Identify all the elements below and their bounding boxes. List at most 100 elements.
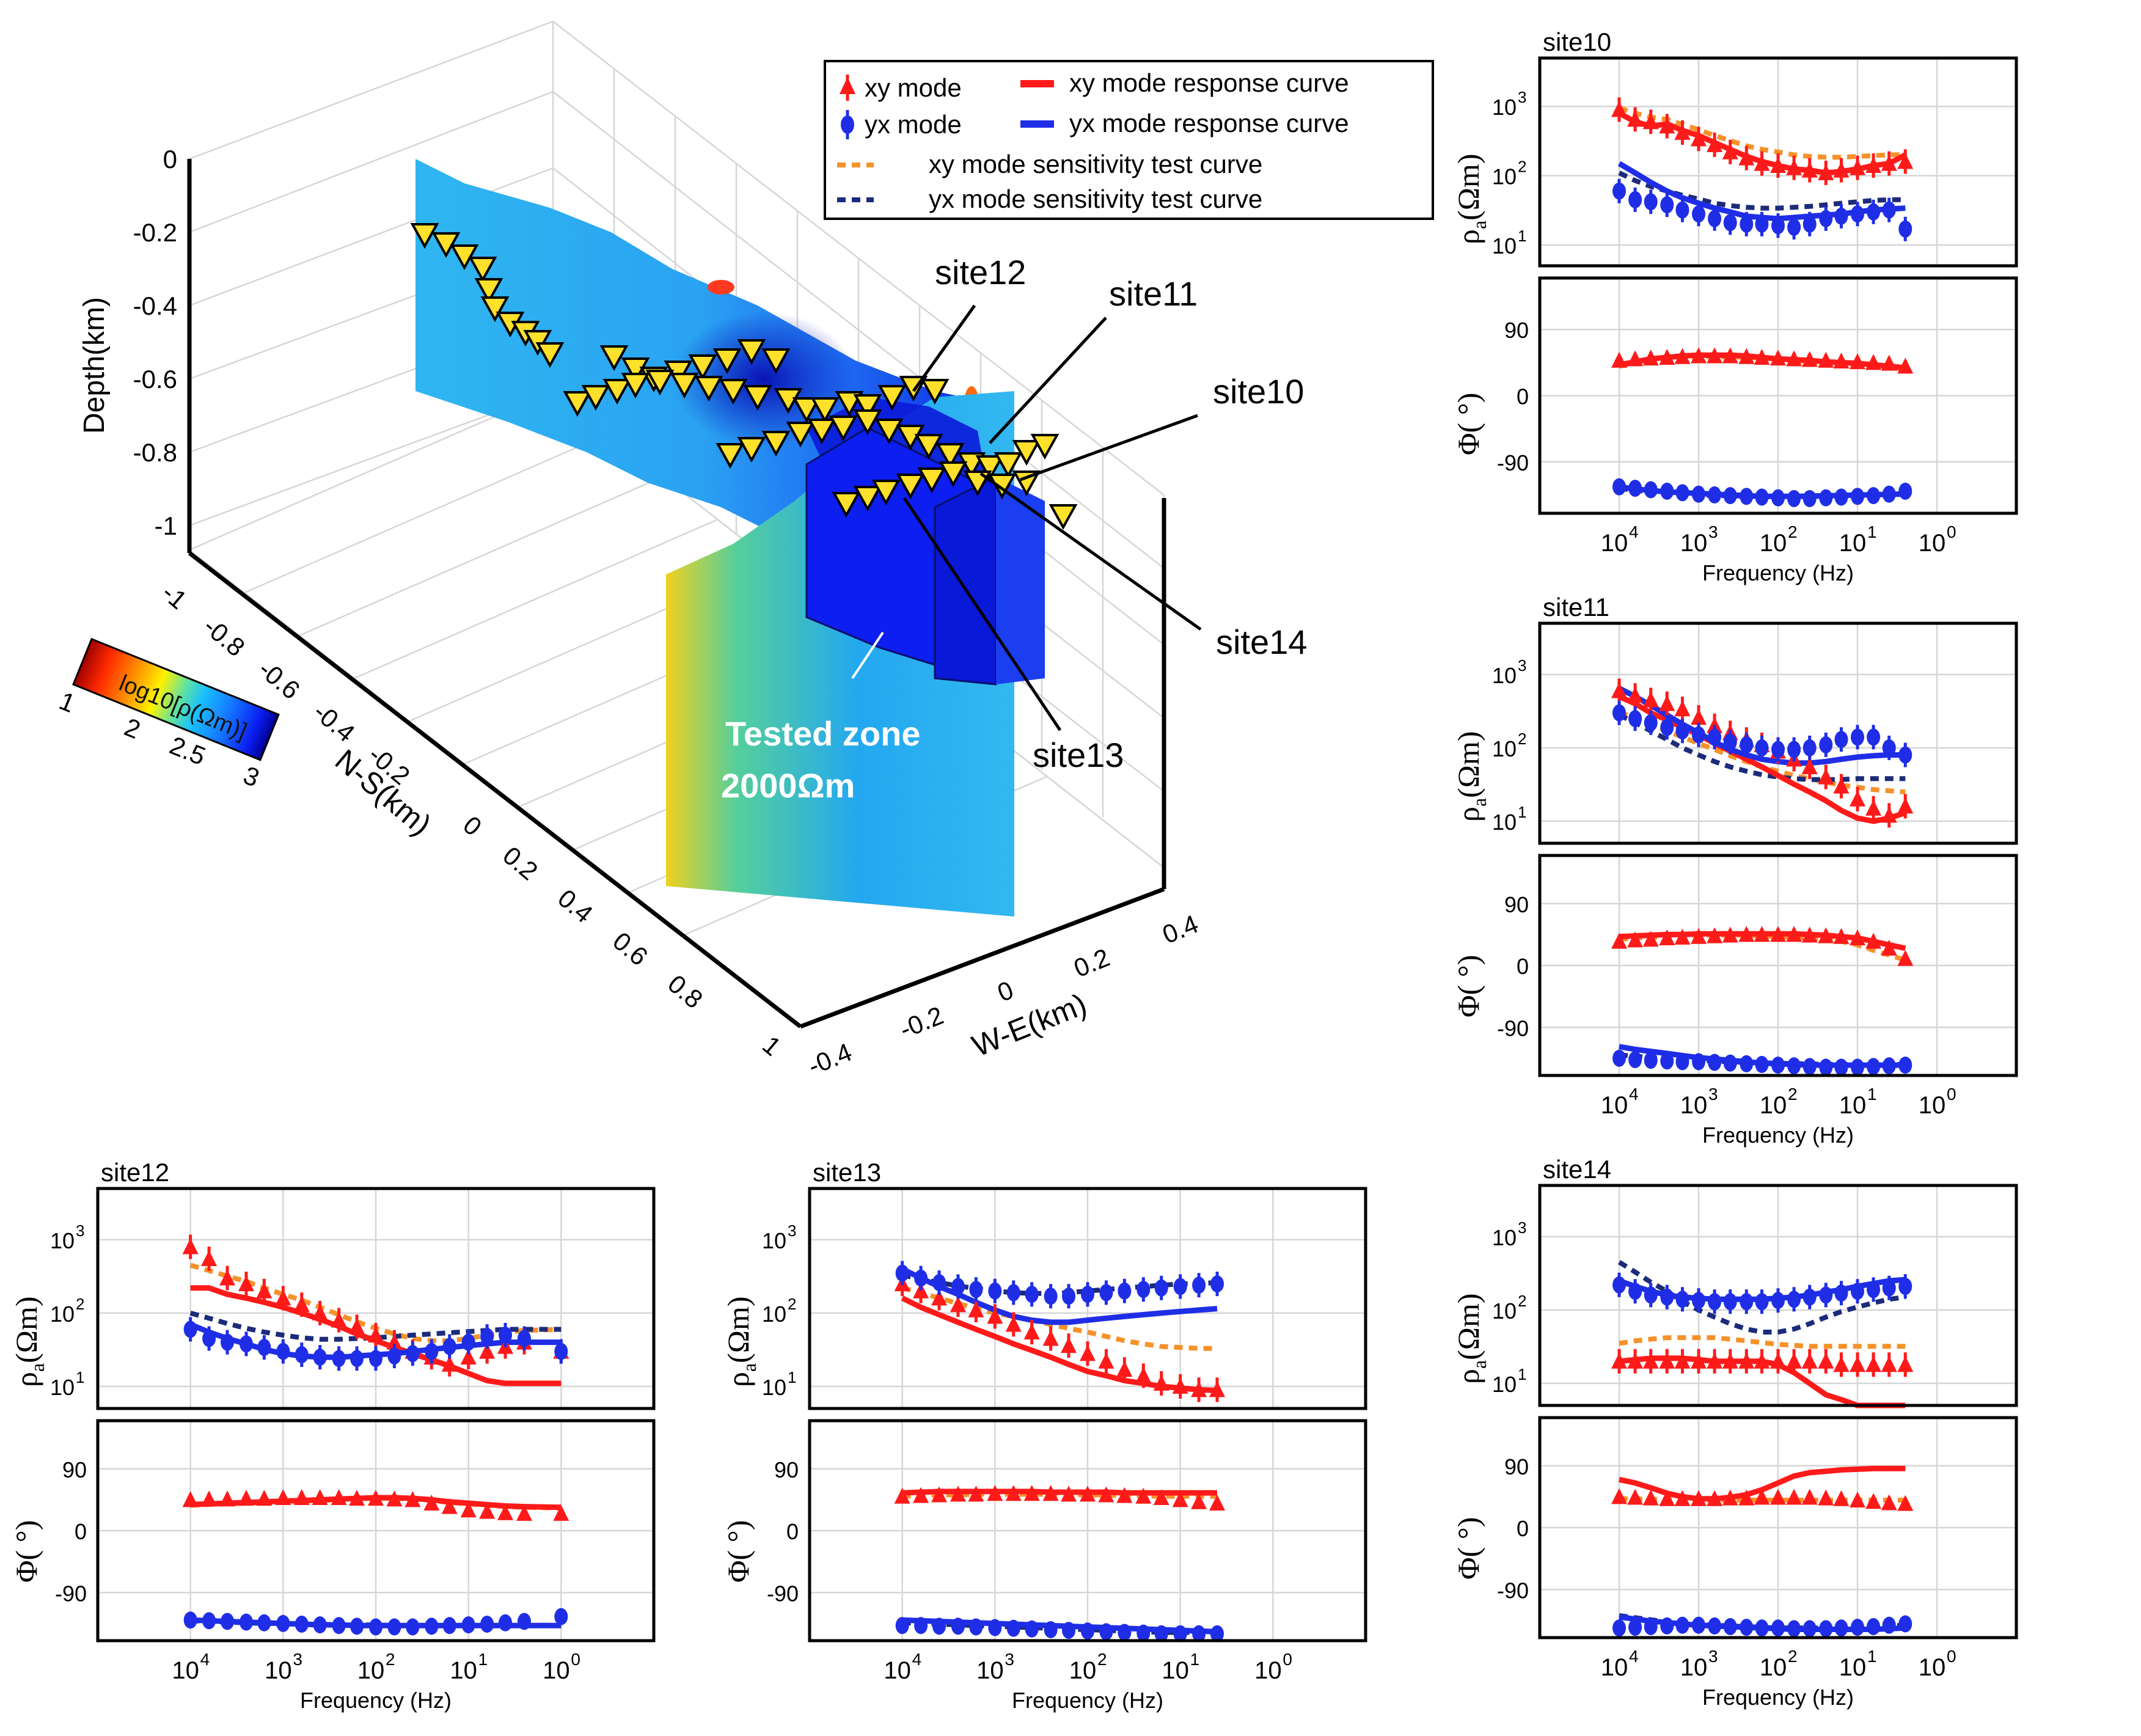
xy-point [987, 1308, 1003, 1324]
yx-point [1628, 1051, 1642, 1069]
yx-point [517, 1330, 531, 1347]
xy-point [1722, 1489, 1738, 1506]
yx-point [1802, 1058, 1817, 1075]
xy-point [1786, 350, 1802, 367]
rho-tick-exponent: 1 [76, 1368, 84, 1386]
rho-tick-label: 10 [1492, 1372, 1517, 1397]
yx-point [1660, 196, 1674, 214]
yx-point [988, 1619, 1002, 1636]
yx-point [1136, 1281, 1151, 1298]
xy-point [1135, 1487, 1152, 1504]
yx-point [276, 1342, 290, 1360]
site-label-site14: site14 [1216, 623, 1307, 661]
xy-point [1897, 1356, 1914, 1372]
yx-point [1834, 1284, 1848, 1302]
yx-point [1675, 1291, 1689, 1308]
rho-subscript: a [738, 1363, 760, 1372]
yx-point [1660, 1288, 1674, 1306]
site-label-site11: site11 [1109, 274, 1198, 313]
depth-tick: 0 [163, 145, 177, 174]
yx-point [480, 1616, 494, 1633]
yx-point [1692, 1053, 1705, 1071]
phase-axis-label: Φ( °) [1451, 393, 1485, 455]
yx-point [1644, 1618, 1658, 1635]
xy-point [1674, 700, 1691, 717]
yx-point [1867, 203, 1881, 221]
yx-point [1612, 1049, 1626, 1067]
phase-tick-label: -90 [1497, 1578, 1529, 1603]
xy-point [1786, 159, 1802, 175]
xy-point [1786, 926, 1802, 942]
site-label-site12: site12 [935, 253, 1026, 291]
xy-point [1850, 790, 1865, 807]
xy-point [1897, 357, 1914, 374]
we-tick: -0.2 [896, 1001, 948, 1044]
xy-point [1707, 927, 1723, 943]
site-label-site13: site13 [1033, 736, 1124, 774]
site-marker-icon [474, 278, 503, 304]
rho-tick-exponent: 1 [1518, 227, 1526, 245]
rho-tick-label: 10 [762, 1375, 786, 1400]
yx-point [1867, 728, 1881, 746]
freq-tick-exponent: 3 [1708, 522, 1718, 541]
xy-point [1023, 1324, 1040, 1340]
rho-tick-exponent: 3 [1518, 1218, 1526, 1237]
yx-point [332, 1617, 346, 1635]
xy-point [349, 1490, 365, 1506]
freq-tick-exponent: 3 [1708, 1085, 1718, 1104]
phase-axis-label: Φ( °) [9, 1520, 43, 1583]
xy-point [1770, 1352, 1786, 1369]
rho-tick-exponent: 1 [788, 1368, 796, 1386]
yx-point [914, 1617, 928, 1635]
freq-tick-label: 10 [1760, 530, 1787, 557]
yx-response-curve [901, 1266, 1218, 1325]
phase-axes-frame [1538, 854, 2018, 1077]
yx-point [1723, 1054, 1737, 1072]
colorbar-tick: 1 [55, 686, 79, 718]
xy-point [479, 1503, 496, 1519]
freq-tick-exponent: 0 [1283, 1650, 1292, 1669]
site-marker-icon [917, 467, 946, 494]
legend-yx-mode: yx mode [841, 110, 962, 139]
phase-tick-label: 0 [1517, 1516, 1529, 1541]
yx-point [554, 1608, 568, 1625]
yx-rho-points [1612, 700, 1912, 767]
ns-tick: 0.4 [552, 884, 598, 929]
yx-point [221, 1333, 235, 1351]
xy-point [1801, 758, 1818, 775]
phase-axis-label: Φ( °) [1451, 955, 1485, 1017]
yx-point [1628, 710, 1642, 728]
xy-point [1080, 1485, 1096, 1502]
x-axis-label: Frequency (Hz) [1702, 1685, 1854, 1710]
xy-point [423, 1495, 440, 1511]
freq-tick-exponent: 4 [200, 1650, 210, 1669]
yx-point [202, 1330, 216, 1347]
yx-point [1867, 487, 1881, 505]
yx-point [1708, 210, 1722, 227]
yx-point [1851, 1619, 1864, 1636]
legend-yx-test-label: yx mode sensitivity test curve [929, 185, 1262, 213]
xy-point [1659, 117, 1675, 134]
rho-tick-exponent: 3 [1518, 88, 1526, 106]
xy-point [1691, 347, 1707, 364]
tested-zone-resistivity: 2000Ωm [721, 766, 855, 805]
site-marker-icon [1012, 471, 1041, 497]
yx-point [1802, 1288, 1817, 1306]
yx-point [461, 1616, 475, 1634]
yx-point [517, 1613, 531, 1630]
yx-point [1675, 201, 1689, 219]
we-tick: -0.4 [804, 1038, 856, 1081]
xy-point [1850, 159, 1865, 175]
yx-point [425, 1342, 439, 1360]
xy-point [1080, 1345, 1096, 1361]
site-marker-icon [832, 492, 861, 518]
xy-point [987, 1485, 1003, 1501]
rho-tick-label: 10 [1492, 810, 1517, 835]
rho-symbol: ρ [1451, 807, 1485, 822]
yx-phase-points [183, 1608, 568, 1636]
rho-unit: (Ωm) [1451, 153, 1485, 220]
xy-point [1209, 1495, 1226, 1511]
panel-grid [810, 1421, 1366, 1641]
